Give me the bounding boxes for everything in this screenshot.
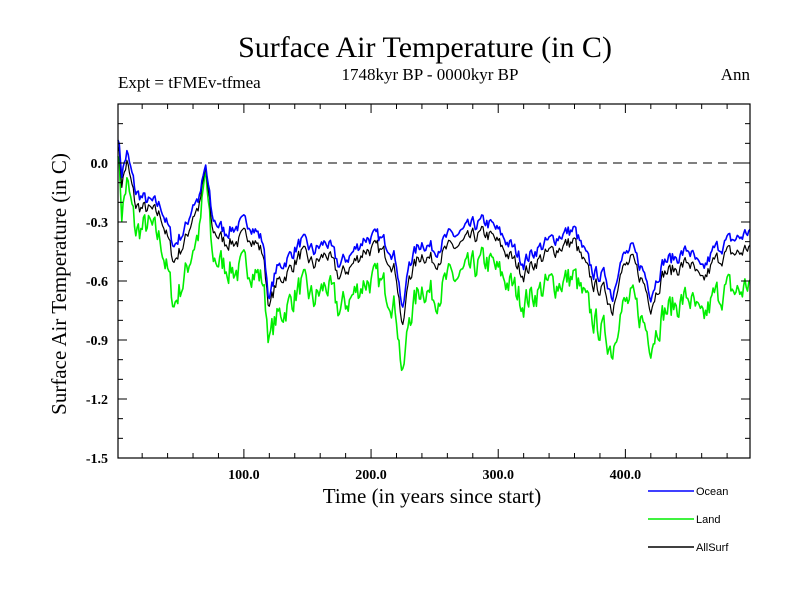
x-tick-label: 400.0 (610, 468, 642, 483)
y-tick-label: 0.0 (91, 157, 109, 172)
experiment-label: Expt = tFMEv-tfmea (118, 73, 261, 92)
legend-label-land: Land (696, 514, 720, 526)
chart-title: Surface Air Temperature (in C) (238, 31, 612, 64)
y-tick-label: -0.9 (86, 334, 108, 349)
y-axis-title: Surface Air Temperature (in C) (47, 153, 71, 415)
series-line-allsurf (117, 146, 751, 326)
legend-label-ocean: Ocean (696, 486, 728, 498)
series-line-ocean (117, 139, 751, 308)
legend-label-allsurf: AllSurf (696, 542, 729, 554)
y-tick-label: -0.6 (86, 275, 108, 290)
x-tick-label: 200.0 (355, 468, 387, 483)
y-tick-label: -1.5 (86, 452, 108, 467)
x-axis-title: Time (in years since start) (323, 484, 542, 508)
series-line-land (117, 156, 751, 372)
series-group (117, 139, 751, 372)
y-tick-label: -0.3 (86, 216, 108, 231)
x-tick-label: 300.0 (482, 468, 514, 483)
y-tick-label: -1.2 (86, 393, 108, 408)
plot-area: 100.0 200.0 300.0 400.0 0.0 -0.3 -0.6 -0.9 -1.2 -… (86, 103, 751, 483)
season-label: Ann (721, 65, 751, 84)
chart-subtitle: 1748kyr BP - 0000kyr BP (342, 65, 519, 84)
legend: Ocean Land AllSurf (648, 486, 729, 554)
axis-ticks: 100.0 200.0 300.0 400.0 0.0 -0.3 -0.6 -0.9 -1.2 -… (86, 103, 750, 483)
x-tick-label: 100.0 (228, 468, 260, 483)
